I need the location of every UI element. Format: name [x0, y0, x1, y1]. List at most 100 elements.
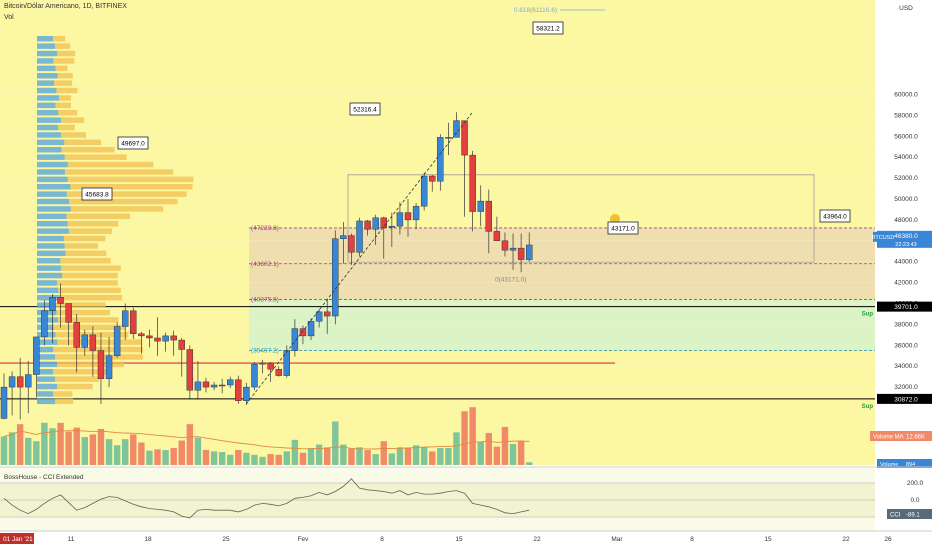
- x-tick-label: 8: [380, 536, 384, 543]
- candle-up: [227, 379, 234, 386]
- y-tick-label: 42000.0: [894, 280, 918, 287]
- volume-bar: [267, 454, 274, 465]
- volume-profile-bar-down: [58, 287, 121, 294]
- volume-bar: [49, 428, 56, 465]
- level-label: (43802.1): [251, 261, 279, 268]
- volume-bar: [73, 427, 80, 465]
- volume-bar: [412, 445, 420, 465]
- candle-up: [445, 137, 452, 139]
- candle-down: [267, 362, 274, 370]
- volume-profile-bar-down: [65, 250, 107, 257]
- volume-profile-bar-up: [37, 154, 65, 160]
- volume-ma-line: [3, 430, 530, 450]
- volume-bar: [477, 441, 484, 465]
- symbol-tag: BTCUSD: [872, 235, 895, 241]
- last-price-time: 22:23:43: [895, 242, 916, 248]
- x-tick-label: 26: [884, 536, 892, 543]
- candle-down: [429, 175, 436, 182]
- candle-down: [501, 240, 509, 251]
- volume-profile-bar-down: [53, 346, 144, 353]
- candle-down: [170, 335, 177, 341]
- candle-down: [154, 337, 161, 342]
- candle-up: [509, 247, 517, 251]
- volume-bar: [8, 432, 16, 465]
- x-tick-label: Fev: [298, 536, 310, 543]
- candle-up: [259, 362, 266, 365]
- volume-profile-bar-up: [37, 213, 67, 220]
- candle-down: [178, 339, 185, 350]
- volume-bar: [122, 439, 129, 465]
- candle-down: [130, 310, 137, 335]
- volume-profile-bar-up: [37, 369, 54, 375]
- price-callout: 52316.4: [353, 107, 377, 114]
- price-callout-box: [819, 209, 851, 223]
- volume-bar: [356, 447, 363, 465]
- volume-profile-bar-down: [60, 258, 111, 264]
- volume-profile-bar-up: [37, 80, 55, 86]
- volume-profile-bar-down: [57, 50, 76, 57]
- volume-profile-bar-down: [64, 169, 174, 175]
- candle-down: [16, 376, 24, 388]
- candle-up: [210, 384, 218, 388]
- volume-profile-bar-up: [37, 376, 56, 382]
- price-axis-bg: [877, 0, 932, 550]
- volume-bar: [509, 443, 517, 465]
- volume-profile-bar-up: [37, 191, 67, 197]
- y-tick-label: 36000.0: [894, 342, 918, 349]
- consolidation-box: [347, 174, 815, 263]
- volume-profile-bar-up: [37, 124, 59, 131]
- y-tick-label: 56000.0: [894, 133, 918, 140]
- candle-up: [332, 238, 339, 317]
- volume-bar: [420, 447, 428, 465]
- volume-profile-bar-down: [53, 369, 109, 375]
- sup-tag: Sup: [862, 404, 874, 410]
- volume-bar: [41, 422, 48, 465]
- volume-bar: [453, 432, 460, 465]
- volume-profile-bar-up: [37, 265, 62, 271]
- candle-down: [97, 350, 105, 379]
- volume-bar: [89, 434, 97, 465]
- volume-profile-bar-down: [57, 383, 93, 390]
- candle-up: [420, 175, 428, 207]
- volume-profile-bar-down: [69, 198, 178, 205]
- candle-up: [283, 350, 290, 376]
- volume-profile-bar-up: [37, 302, 55, 308]
- price-callout-box: [607, 221, 639, 235]
- candle-down: [65, 303, 72, 323]
- volume-profile-bar-down: [56, 87, 78, 94]
- volume-bar: [16, 424, 24, 465]
- volume-profile-bar-up: [37, 221, 68, 227]
- price-callout-box: [532, 21, 564, 35]
- candle-up: [121, 310, 129, 327]
- candle-up: [372, 217, 379, 230]
- volume-bar: [25, 437, 32, 465]
- y-tick-label: 32000.0: [894, 384, 918, 391]
- volume-profile-bar-down: [53, 58, 75, 64]
- volume-profile-bar-up: [37, 161, 68, 168]
- volume-bar: [210, 451, 218, 465]
- fib-zero-label: 0(43171.0): [495, 276, 526, 283]
- volume-profile-bar-down: [57, 339, 142, 345]
- candle-down: [493, 231, 501, 242]
- volume-profile-bar-up: [37, 117, 62, 123]
- volume-ma-value: 12.66K: [906, 435, 925, 441]
- volume-bar: [170, 448, 177, 465]
- volume-bar: [445, 448, 452, 465]
- volume-bar: [113, 445, 121, 465]
- candle-up: [243, 386, 250, 401]
- volume-bar: [243, 452, 250, 465]
- candle-up: [162, 335, 169, 342]
- volume-bar: [388, 453, 396, 465]
- volume-profile-bar-up: [37, 73, 58, 79]
- x-tick-label: 25: [222, 536, 230, 543]
- volume-profile-bar-down: [53, 36, 66, 42]
- volume-bar: [178, 440, 185, 465]
- level-label: (40375.6): [251, 297, 279, 304]
- volume-profile-bar-down: [58, 110, 78, 116]
- volume-bar: [194, 437, 202, 465]
- volume-profile-bar-down: [61, 117, 85, 123]
- volume-bar: [493, 446, 501, 465]
- volume-bar: [348, 448, 355, 465]
- cci-value: -89.1: [906, 513, 920, 519]
